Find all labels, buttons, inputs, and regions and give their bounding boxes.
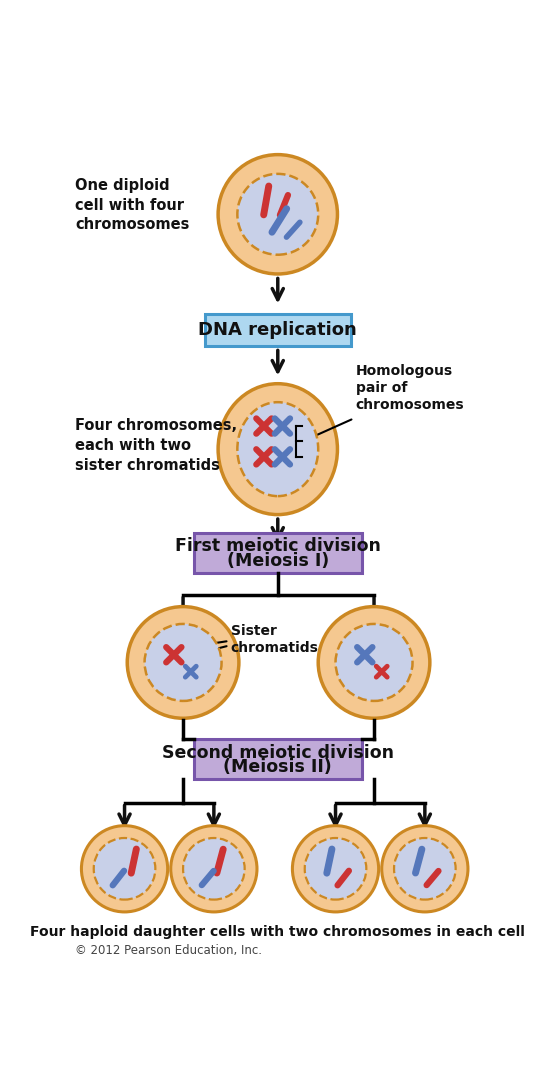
Ellipse shape	[171, 826, 257, 912]
Ellipse shape	[394, 838, 456, 900]
Text: DNA replication: DNA replication	[198, 321, 357, 339]
FancyBboxPatch shape	[194, 740, 362, 780]
Text: Four chromosomes,
each with two
sister chromatids: Four chromosomes, each with two sister c…	[75, 418, 237, 473]
Text: First meiotic division: First meiotic division	[175, 537, 380, 555]
Ellipse shape	[292, 826, 379, 912]
Ellipse shape	[81, 826, 167, 912]
Ellipse shape	[335, 624, 412, 701]
Text: (Meiosis I): (Meiosis I)	[227, 552, 329, 570]
Text: Second meiotic division: Second meiotic division	[162, 743, 394, 761]
Text: Homologous
pair of
chromosomes: Homologous pair of chromosomes	[356, 364, 464, 413]
Ellipse shape	[94, 838, 156, 900]
Ellipse shape	[218, 154, 338, 274]
Ellipse shape	[183, 838, 244, 900]
Ellipse shape	[127, 607, 239, 718]
FancyBboxPatch shape	[205, 313, 351, 346]
Ellipse shape	[237, 174, 318, 255]
Text: Four haploid daughter cells with two chromosomes in each cell: Four haploid daughter cells with two chr…	[30, 924, 525, 939]
Text: One diploid
cell with four
chromosomes: One diploid cell with four chromosomes	[75, 178, 190, 232]
Ellipse shape	[305, 838, 366, 900]
Text: (Meiosis II): (Meiosis II)	[223, 758, 332, 777]
Text: Sister
chromatids: Sister chromatids	[231, 623, 319, 654]
Ellipse shape	[218, 383, 338, 514]
Ellipse shape	[145, 624, 222, 701]
FancyBboxPatch shape	[194, 534, 362, 573]
Ellipse shape	[318, 607, 430, 718]
Text: © 2012 Pearson Education, Inc.: © 2012 Pearson Education, Inc.	[75, 944, 262, 957]
Ellipse shape	[382, 826, 468, 912]
Ellipse shape	[237, 402, 318, 496]
